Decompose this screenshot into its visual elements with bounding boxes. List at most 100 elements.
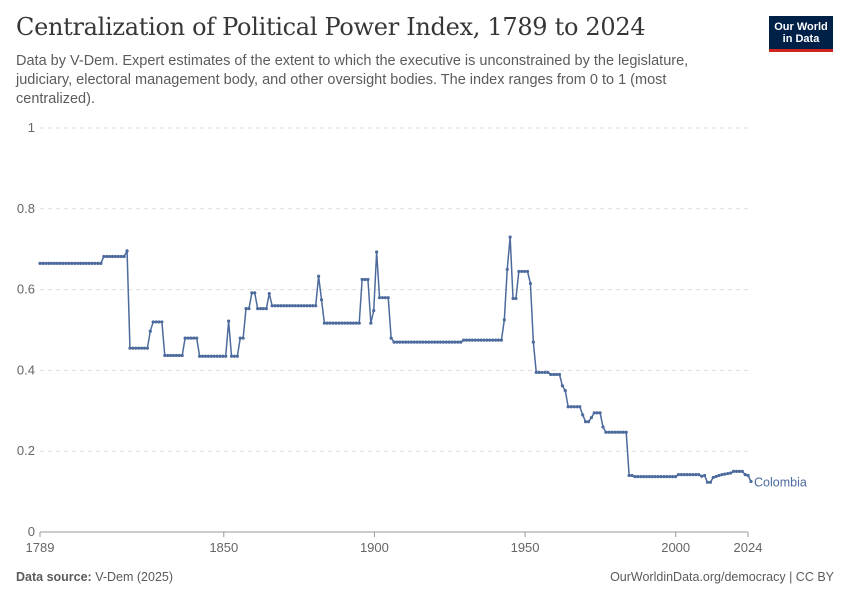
- data-point: [221, 354, 225, 358]
- data-point: [569, 405, 573, 409]
- data-point: [404, 340, 408, 344]
- x-tick-label: 1950: [511, 540, 540, 555]
- data-point: [198, 354, 202, 358]
- data-point: [38, 261, 42, 265]
- data-point: [267, 292, 271, 296]
- data-point: [386, 296, 390, 300]
- data-point: [183, 336, 187, 340]
- data-point: [171, 353, 176, 358]
- x-tick-label: 1850: [209, 540, 238, 555]
- data-point: [61, 261, 65, 265]
- data-point: [76, 261, 80, 265]
- x-tick-label: 1900: [360, 540, 389, 555]
- data-point: [421, 340, 425, 344]
- data-point: [47, 261, 51, 265]
- data-point: [346, 321, 350, 325]
- data-point: [256, 306, 260, 311]
- data-point: [276, 304, 280, 308]
- data-point: [357, 321, 361, 325]
- data-point: [369, 321, 373, 325]
- data-point: [578, 405, 582, 409]
- data-point: [435, 340, 440, 344]
- logo-line-2: in Data: [782, 33, 820, 45]
- data-point: [328, 321, 332, 325]
- data-point: [154, 320, 158, 324]
- data-point: [180, 353, 184, 358]
- data-point: [537, 370, 541, 375]
- data-point: [84, 261, 89, 265]
- data-point: [694, 473, 698, 477]
- data-point: [598, 411, 602, 415]
- data-point: [331, 321, 335, 325]
- data-point: [212, 354, 216, 358]
- data-point: [465, 338, 469, 342]
- data-point: [122, 254, 126, 259]
- data-point: [639, 475, 643, 479]
- data-point: [163, 353, 167, 358]
- data-point: [702, 473, 707, 478]
- data-point: [523, 269, 527, 274]
- owid-logo[interactable]: Our World in Data: [769, 16, 833, 52]
- data-point: [473, 338, 477, 342]
- data-point: [317, 274, 321, 278]
- data-point: [319, 298, 324, 302]
- data-point: [700, 474, 704, 478]
- x-tick-label: 2000: [661, 540, 690, 555]
- data-point: [749, 479, 753, 484]
- data-point: [314, 304, 318, 308]
- data-point: [302, 304, 306, 308]
- data-point: [586, 420, 591, 424]
- data-point: [528, 281, 533, 286]
- data-point: [168, 353, 173, 358]
- data-point: [81, 261, 86, 265]
- data-point: [650, 475, 654, 479]
- data-point: [470, 338, 474, 342]
- data-point: [494, 338, 498, 342]
- data-point: [148, 329, 152, 333]
- data-point: [636, 475, 640, 479]
- data-point: [287, 304, 292, 308]
- data-point: [613, 430, 617, 434]
- data-point: [517, 269, 521, 274]
- data-point: [656, 475, 660, 479]
- data-point: [134, 346, 138, 350]
- data-point: [662, 475, 666, 479]
- data-point: [137, 346, 141, 350]
- data-point: [456, 340, 460, 344]
- source-value[interactable]: V-Dem (2025): [95, 570, 174, 584]
- data-point: [244, 306, 248, 311]
- data-point: [363, 277, 367, 282]
- data-point: [67, 261, 71, 265]
- data-point: [279, 304, 283, 308]
- data-point: [581, 413, 585, 417]
- data-point: [592, 411, 596, 415]
- footer-link[interactable]: OurWorldinData.org/democracy | CC BY: [610, 570, 834, 584]
- y-tick-label: 0: [28, 524, 35, 539]
- data-point: [296, 304, 300, 308]
- data-point: [177, 353, 181, 358]
- data-point: [496, 338, 501, 342]
- data-source: Data source: V-Dem (2025): [16, 570, 173, 584]
- data-point: [624, 430, 628, 434]
- data-point: [731, 469, 736, 473]
- source-label: Data source:: [16, 570, 92, 584]
- data-point: [543, 370, 547, 375]
- data-point: [549, 372, 553, 377]
- data-point: [116, 254, 120, 259]
- data-point: [293, 304, 297, 308]
- data-point: [139, 346, 144, 350]
- data-point: [354, 321, 358, 325]
- data-point: [337, 321, 341, 325]
- data-point: [691, 473, 695, 477]
- data-point: [372, 309, 376, 313]
- data-point: [447, 340, 451, 344]
- data-point: [604, 430, 608, 434]
- data-point: [290, 304, 295, 308]
- data-point: [688, 473, 692, 477]
- data-point: [229, 354, 234, 358]
- data-point: [453, 340, 457, 344]
- data-point: [241, 336, 245, 340]
- data-point: [630, 473, 634, 478]
- data-point: [128, 346, 132, 350]
- data-point: [285, 304, 289, 308]
